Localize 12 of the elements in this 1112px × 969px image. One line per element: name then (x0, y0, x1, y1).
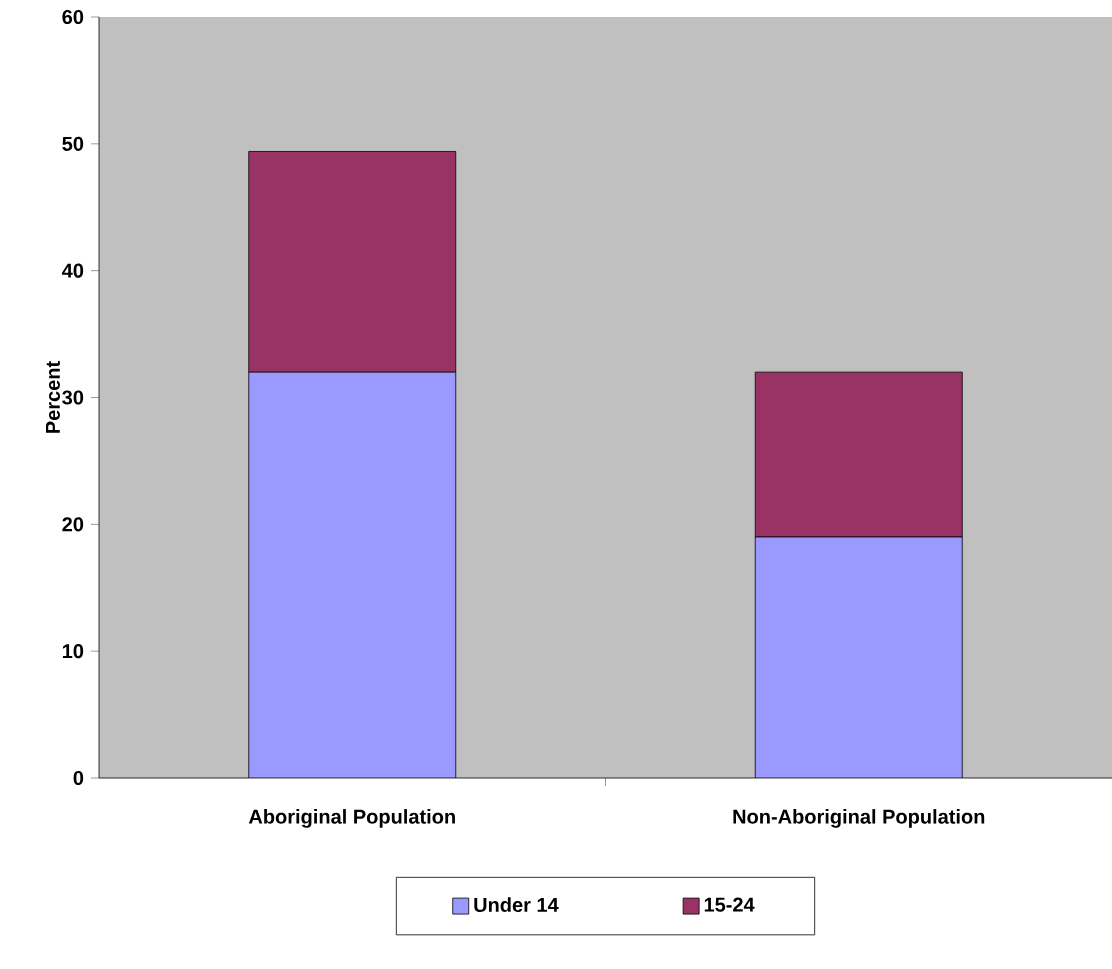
y-tick-label: 60 (62, 9, 84, 25)
legend-label: Under 14 (474, 897, 559, 913)
y-axis-title: Percent (45, 361, 60, 433)
y-tick-label: 50 (62, 136, 84, 151)
x-tick-label: Aboriginal Population (248, 809, 455, 828)
legend-label: 15-24 (704, 897, 755, 912)
x-tick-label: Non-Aboriginal Population (733, 809, 985, 828)
y-tick-label: 20 (62, 517, 84, 532)
y-tick-label: 30 (62, 390, 84, 405)
y-tick-label: 40 (62, 263, 84, 278)
y-tick-label: 0 (73, 770, 84, 786)
y-tick-label: 10 (62, 644, 84, 659)
